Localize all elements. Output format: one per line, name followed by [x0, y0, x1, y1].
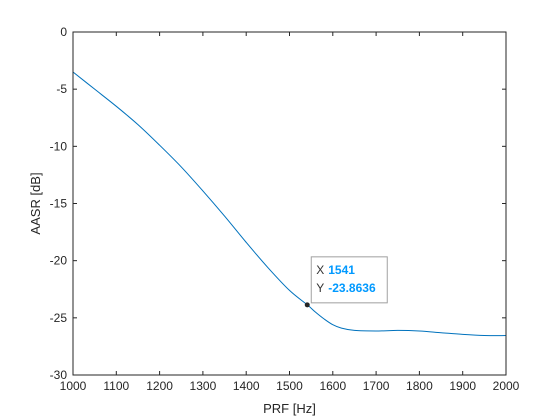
x-tick-label: 1200: [146, 379, 173, 393]
datatip-box: [310, 256, 388, 304]
aasr-curve: [72, 71, 507, 337]
x-tick-label: 1500: [276, 379, 303, 393]
datatip-marker[interactable]: [304, 302, 310, 308]
x-axis-ticks: 1000 1100 1200 1300 1400 1500 1600 1700 1800 1900…: [60, 32, 520, 393]
datatip-y-value: -23.8636: [328, 281, 376, 295]
y-axis-label: AASR [dB]: [28, 172, 43, 234]
x-tick-label: 1400: [233, 379, 260, 393]
x-tick-label: 1700: [363, 379, 390, 393]
axes-box: [72, 31, 507, 376]
x-tick-label: 1300: [190, 379, 217, 393]
datatip-x-key: X: [316, 263, 324, 277]
datatip-x-value: 1541: [328, 263, 355, 277]
y-tick-label: -10: [50, 139, 68, 153]
y-tick-label: -20: [50, 254, 68, 268]
x-tick-label: 1000: [60, 379, 87, 393]
datatip[interactable]: X 1541 Y -23.8636: [310, 256, 388, 304]
x-tick-label: 1800: [406, 379, 433, 393]
x-tick-label: 2000: [493, 379, 520, 393]
y-tick-label: -30: [50, 368, 68, 382]
plot-area: [73, 32, 506, 375]
y-tick-label: -25: [50, 311, 68, 325]
y-tick-label: -15: [50, 197, 68, 211]
x-tick-label: 1600: [319, 379, 346, 393]
x-tick-label: 1100: [103, 379, 129, 393]
x-tick-label: 1900: [449, 379, 476, 393]
x-axis-label: PRF [Hz]: [263, 401, 316, 416]
y-tick-label: 0: [60, 25, 67, 39]
y-tick-label: -5: [56, 82, 67, 96]
datatip-y-key: Y: [316, 281, 324, 295]
